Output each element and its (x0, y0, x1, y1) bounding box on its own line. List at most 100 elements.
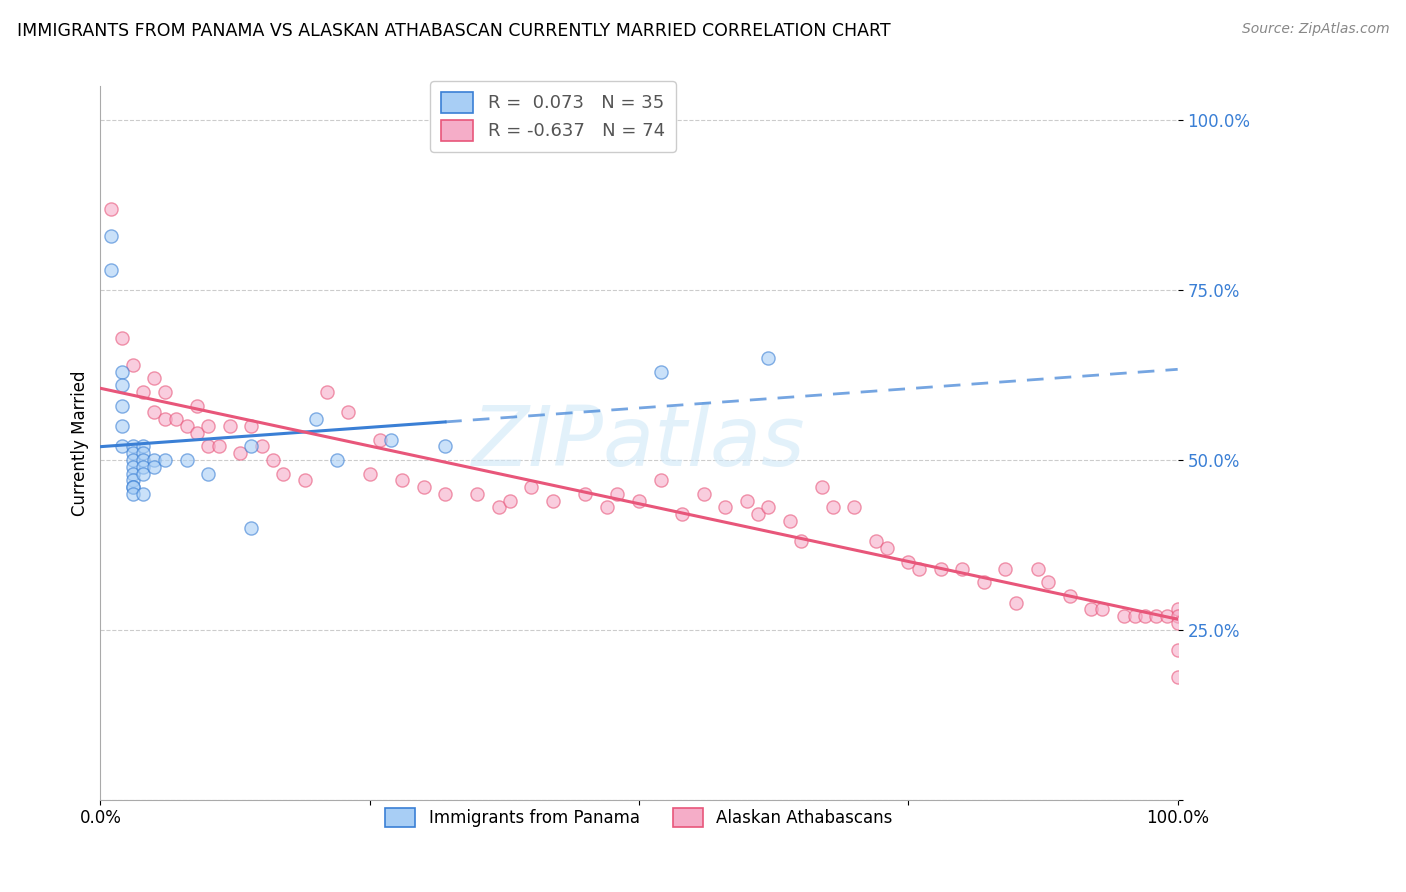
Point (1167, 609, 1189, 624)
Point (305, 412, 328, 426)
Point (132, 467, 155, 481)
Text: Source: ZipAtlas.com: Source: ZipAtlas.com (1241, 22, 1389, 37)
Point (121, 473, 143, 487)
Point (380, 433, 402, 447)
Point (950, 561, 973, 575)
Point (747, 508, 769, 522)
Point (186, 399, 208, 413)
Point (100, 202, 122, 216)
Point (262, 453, 284, 467)
Point (121, 487, 143, 501)
Point (973, 575, 995, 590)
Point (153, 412, 176, 426)
Point (240, 439, 263, 453)
Point (606, 487, 628, 501)
Point (229, 446, 252, 460)
Point (294, 473, 316, 487)
Point (273, 467, 295, 481)
Point (359, 467, 381, 481)
Point (1167, 602, 1189, 616)
Point (865, 534, 887, 549)
Point (1080, 602, 1102, 616)
Point (250, 439, 273, 453)
Point (1135, 609, 1157, 624)
Point (132, 439, 155, 453)
Point (132, 459, 155, 474)
Point (326, 453, 349, 467)
Point (756, 500, 779, 515)
Point (121, 446, 143, 460)
Point (908, 561, 931, 575)
Point (821, 500, 844, 515)
Point (811, 480, 834, 494)
Point (197, 467, 219, 481)
Point (132, 453, 155, 467)
Y-axis label: Currently Married: Currently Married (72, 370, 89, 516)
Point (735, 493, 758, 508)
Point (488, 500, 510, 515)
Point (197, 419, 219, 434)
Point (1026, 561, 1049, 575)
Point (337, 405, 360, 419)
Point (671, 508, 693, 522)
Point (391, 473, 413, 487)
Point (121, 480, 143, 494)
Point (412, 480, 434, 494)
Point (121, 439, 143, 453)
Point (1167, 615, 1189, 630)
Point (714, 500, 737, 515)
Point (132, 384, 155, 399)
Point (121, 480, 143, 494)
Point (929, 561, 952, 575)
Point (596, 500, 619, 515)
Point (111, 399, 134, 413)
Point (197, 439, 219, 453)
Point (111, 331, 134, 345)
Point (574, 487, 596, 501)
Point (1123, 609, 1146, 624)
Text: IMMIGRANTS FROM PANAMA VS ALASKAN ATHABASCAN CURRENTLY MARRIED CORRELATION CHART: IMMIGRANTS FROM PANAMA VS ALASKAN ATHABA… (17, 22, 890, 40)
Point (434, 439, 457, 453)
Point (1038, 575, 1060, 590)
Point (1005, 596, 1028, 610)
Point (1156, 609, 1178, 624)
Point (143, 371, 166, 385)
Point (132, 487, 155, 501)
Point (218, 419, 240, 434)
Point (1167, 670, 1189, 684)
Point (1091, 602, 1114, 616)
Point (994, 561, 1017, 575)
Point (240, 419, 263, 434)
Point (111, 378, 134, 392)
Point (789, 534, 811, 549)
Point (650, 473, 672, 487)
Point (111, 439, 134, 453)
Point (467, 487, 489, 501)
Point (100, 228, 122, 243)
Point (208, 439, 231, 453)
Point (153, 453, 176, 467)
Point (143, 459, 166, 474)
Point (499, 493, 522, 508)
Point (121, 467, 143, 481)
Text: ZIPatlas: ZIPatlas (472, 402, 806, 483)
Point (315, 384, 337, 399)
Point (1144, 609, 1167, 624)
Point (121, 459, 143, 474)
Point (143, 453, 166, 467)
Point (434, 487, 457, 501)
Point (153, 384, 176, 399)
Point (1112, 609, 1135, 624)
Point (692, 487, 714, 501)
Point (240, 521, 263, 535)
Point (627, 493, 650, 508)
Point (176, 419, 198, 434)
Point (370, 433, 392, 447)
Point (121, 453, 143, 467)
Point (844, 500, 866, 515)
Point (132, 446, 155, 460)
Point (520, 480, 543, 494)
Point (756, 351, 779, 365)
Point (111, 365, 134, 379)
Point (779, 514, 801, 528)
